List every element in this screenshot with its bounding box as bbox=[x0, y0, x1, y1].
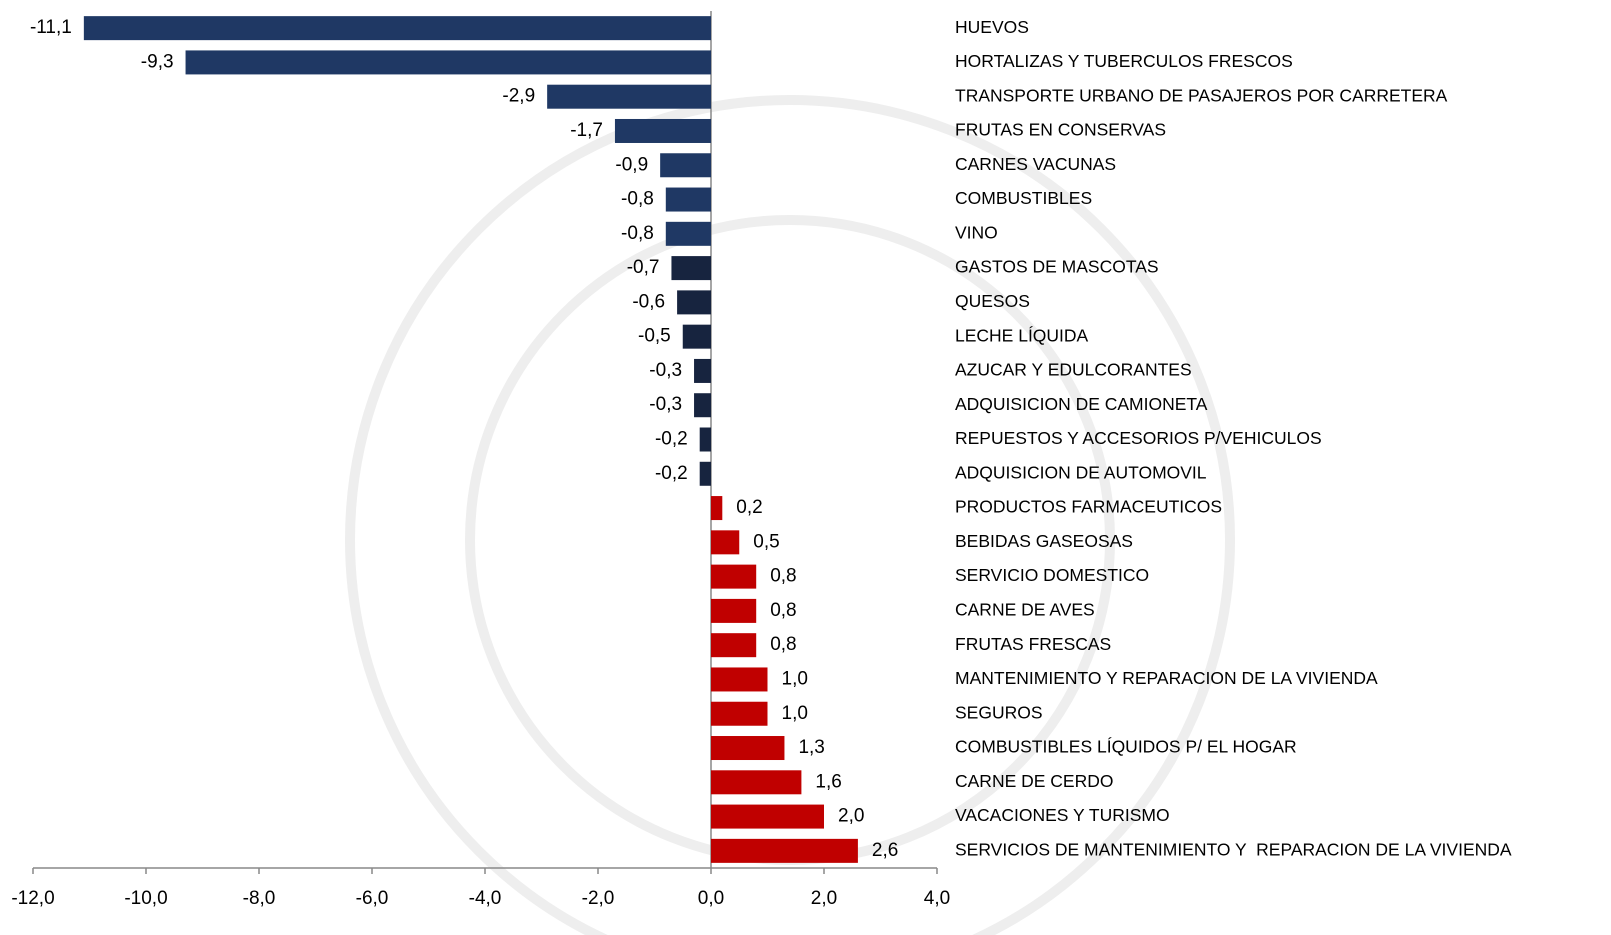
x-tick-label: -12,0 bbox=[11, 888, 54, 909]
value-label: -11,1 bbox=[30, 17, 72, 38]
value-label: 1,0 bbox=[782, 703, 808, 724]
value-label: -0,6 bbox=[632, 291, 665, 312]
category-label: LECHE LÍQUIDA bbox=[955, 325, 1089, 345]
value-label: 0,8 bbox=[770, 634, 796, 655]
value-label: -9,3 bbox=[141, 51, 174, 72]
category-label: PRODUCTOS FARMACEUTICOS bbox=[955, 497, 1222, 517]
bar bbox=[711, 598, 757, 623]
value-label: 1,3 bbox=[798, 737, 824, 758]
category-label: HORTALIZAS Y TUBERCULOS FRESCOS bbox=[955, 51, 1293, 71]
value-label: -0,8 bbox=[621, 223, 654, 244]
value-label: -0,3 bbox=[649, 394, 682, 415]
bar bbox=[711, 667, 768, 692]
value-label: -0,8 bbox=[621, 189, 654, 210]
bar bbox=[694, 393, 711, 418]
value-label: 0,8 bbox=[770, 600, 796, 621]
bar bbox=[185, 50, 712, 75]
category-label: MANTENIMIENTO Y REPARACION DE LA VIVIEND… bbox=[955, 668, 1378, 688]
category-label: ADQUISICION DE CAMIONETA bbox=[955, 394, 1208, 414]
bar bbox=[699, 427, 711, 452]
bar bbox=[711, 804, 824, 829]
bar bbox=[682, 324, 711, 349]
category-label: COMBUSTIBLES bbox=[955, 188, 1092, 208]
value-label: -0,7 bbox=[627, 257, 660, 278]
category-label: TRANSPORTE URBANO DE PASAJEROS POR CARRE… bbox=[955, 85, 1448, 105]
value-label: -0,5 bbox=[638, 326, 671, 347]
category-label: GASTOS DE MASCOTAS bbox=[955, 257, 1159, 277]
category-label: HUEVOS bbox=[955, 17, 1029, 37]
bar bbox=[677, 290, 711, 315]
category-label: CARNE DE CERDO bbox=[955, 771, 1114, 791]
value-label: -0,9 bbox=[615, 154, 648, 175]
value-label: 2,6 bbox=[872, 840, 898, 861]
category-label: SEGUROS bbox=[955, 702, 1043, 722]
category-label: CARNE DE AVES bbox=[955, 600, 1095, 620]
bar bbox=[614, 118, 711, 143]
bar bbox=[711, 530, 740, 555]
bar bbox=[694, 358, 711, 383]
bar bbox=[83, 16, 712, 41]
x-tick-label: -4,0 bbox=[469, 888, 502, 909]
x-tick-label: 2,0 bbox=[811, 888, 837, 909]
x-tick-label: 0,0 bbox=[698, 888, 724, 909]
value-label: -1,7 bbox=[570, 120, 603, 141]
x-tick-label: -6,0 bbox=[356, 888, 389, 909]
bar bbox=[665, 221, 711, 246]
category-label: FRUTAS FRESCAS bbox=[955, 634, 1111, 654]
x-tick-label: -10,0 bbox=[124, 888, 167, 909]
value-label: 2,0 bbox=[838, 806, 864, 827]
bar bbox=[547, 84, 711, 109]
category-label: REPUESTOS Y ACCESORIOS P/VEHICULOS bbox=[955, 428, 1322, 448]
bar bbox=[711, 564, 757, 589]
x-tick-label: -8,0 bbox=[243, 888, 276, 909]
category-label: FRUTAS EN CONSERVAS bbox=[955, 120, 1166, 140]
value-label: -0,2 bbox=[655, 463, 688, 484]
bar bbox=[711, 701, 768, 726]
value-label: 0,5 bbox=[753, 531, 779, 552]
bar bbox=[711, 770, 802, 795]
category-label: VINO bbox=[955, 222, 998, 242]
value-label: -2,9 bbox=[502, 86, 535, 107]
bar bbox=[711, 736, 785, 761]
category-label: BEBIDAS GASEOSAS bbox=[955, 531, 1133, 551]
category-label: QUESOS bbox=[955, 291, 1030, 311]
category-label: ADQUISICION DE AUTOMOVIL bbox=[955, 462, 1207, 482]
value-label: -0,3 bbox=[649, 360, 682, 381]
bar bbox=[711, 838, 858, 863]
value-label: 1,0 bbox=[782, 668, 808, 689]
category-label: VACACIONES Y TURISMO bbox=[955, 805, 1170, 825]
bar bbox=[699, 461, 711, 486]
x-tick-label: 4,0 bbox=[924, 888, 950, 909]
x-tick-label: -2,0 bbox=[582, 888, 615, 909]
value-label: -0,2 bbox=[655, 429, 688, 450]
category-label: AZUCAR Y EDULCORANTES bbox=[955, 360, 1192, 380]
category-label: COMBUSTIBLES LÍQUIDOS P/ EL HOGAR bbox=[955, 737, 1297, 757]
bar bbox=[711, 633, 757, 658]
bar bbox=[660, 153, 711, 178]
category-label: SERVICIO DOMESTICO bbox=[955, 565, 1149, 585]
value-label: 1,6 bbox=[815, 771, 841, 792]
bar bbox=[711, 496, 723, 521]
bar bbox=[665, 187, 711, 212]
category-label: SERVICIOS DE MANTENIMIENTO Y REPARACION … bbox=[955, 839, 1512, 859]
category-label: CARNES VACUNAS bbox=[955, 154, 1116, 174]
value-label: 0,2 bbox=[736, 497, 762, 518]
bar bbox=[671, 256, 711, 281]
value-label: 0,8 bbox=[770, 566, 796, 587]
